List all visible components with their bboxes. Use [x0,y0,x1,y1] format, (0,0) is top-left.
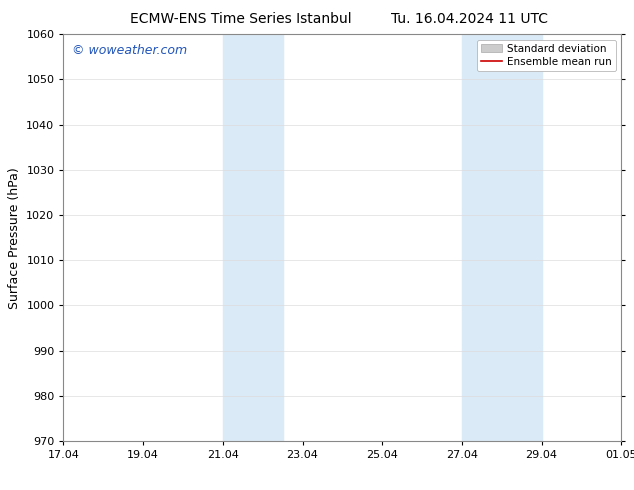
Text: ECMW-ENS Time Series Istanbul: ECMW-ENS Time Series Istanbul [130,12,352,26]
Legend: Standard deviation, Ensemble mean run: Standard deviation, Ensemble mean run [477,40,616,71]
Bar [462,34,541,441]
Text: Tu. 16.04.2024 11 UTC: Tu. 16.04.2024 11 UTC [391,12,548,26]
Y-axis label: Surface Pressure (hPa): Surface Pressure (hPa) [8,167,21,309]
Text: © woweather.com: © woweather.com [72,45,187,57]
Bar [223,34,283,441]
